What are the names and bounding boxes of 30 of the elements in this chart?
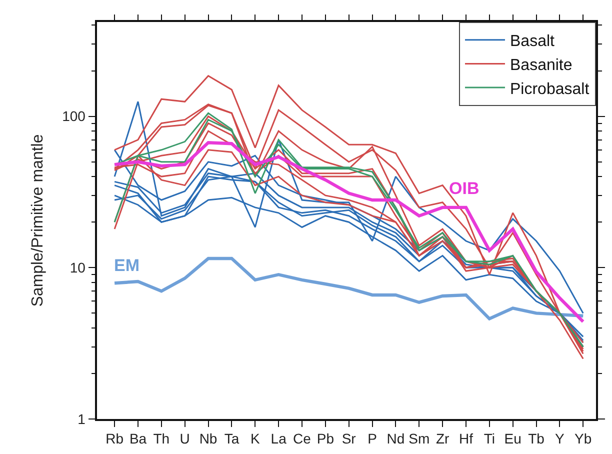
x-tick-label: La [270,430,287,447]
x-tick-label: Th [153,430,170,447]
x-tick-label: Tb [528,430,545,447]
y-axis-title: Sample/Primitive mantle [29,134,46,307]
x-tick-label: U [180,430,190,447]
y-tick-label: 10 [70,260,86,276]
legend-label: Basanite [510,56,572,74]
x-tick-label: Hf [458,430,474,447]
x-tick-label: Pb [316,430,334,447]
x-tick-label: Ba [129,430,147,447]
y-tick-label: 1 [78,410,86,427]
x-tick-label: Ta [224,430,240,447]
legend-label: Basalt [510,33,556,50]
legend-label: Picrobasalt [510,80,590,98]
x-tick-label: K [250,430,260,447]
x-tick-label: Yb [574,430,592,447]
x-tick-label: P [368,430,377,447]
x-tick-label: Ti [484,430,495,447]
x-tick-label: Sm [408,430,430,447]
x-tick-label: Nb [199,430,218,447]
x-tick-label: Sr [342,430,356,447]
series-label: OIB [449,179,480,198]
y-tick-label: 100 [62,108,86,124]
x-tick-label: Zr [436,430,450,447]
x-tick-label: Ce [293,430,312,447]
x-tick-label: Nd [386,430,405,447]
x-tick-label: Rb [106,430,124,447]
x-tick-label: Eu [504,430,522,447]
x-tick-label: Y [555,430,566,447]
series-label: EM [114,256,140,275]
